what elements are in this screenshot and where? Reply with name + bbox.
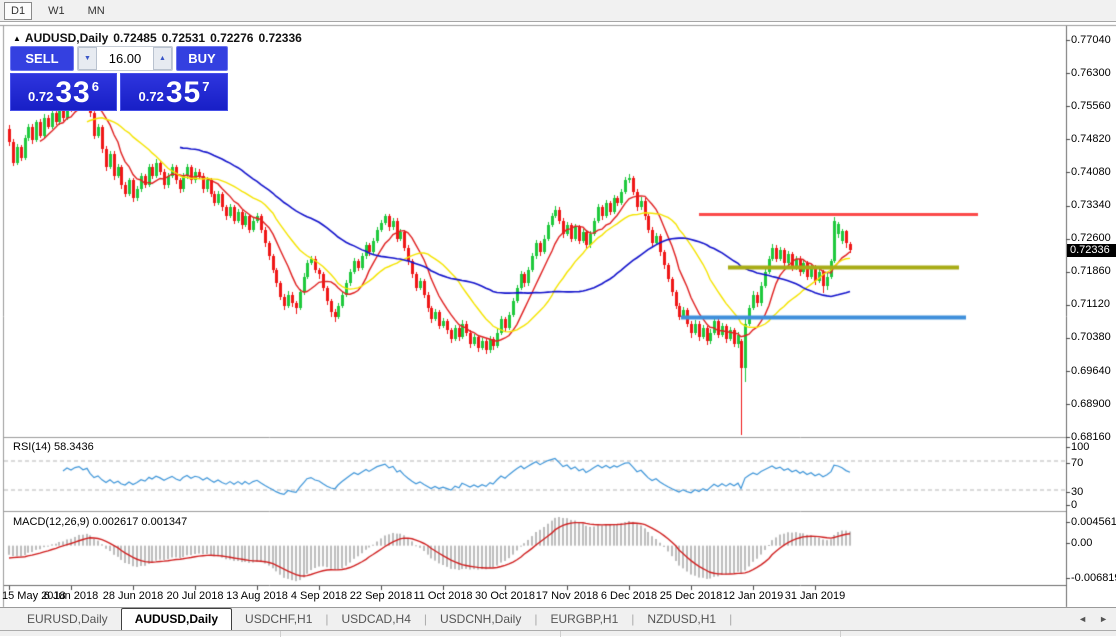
chart-tab-eurusd[interactable]: EURUSD,Daily [27, 612, 108, 626]
chart-tab-usdcnh[interactable]: USDCNH,Daily [440, 612, 522, 626]
volume-input[interactable] [97, 47, 153, 70]
date-axis-label: 25 Dec 2018 [659, 590, 723, 602]
date-axis-label: 22 Sep 2018 [349, 590, 413, 602]
status-divider [560, 631, 561, 637]
date-axis-label: 4 Sep 2018 [290, 590, 348, 602]
tab-scroll-buttons: ◄ ► [1078, 614, 1108, 624]
rsi-axis-label: 70 [1071, 457, 1084, 469]
sell-price-big: 33 [55, 76, 91, 109]
volume-spinner: ▼ ▲ [77, 46, 173, 71]
price-axis-label: 0.74820 [1071, 132, 1111, 145]
buy-price-pipette: 7 [202, 79, 210, 94]
status-strip [0, 630, 1116, 637]
price-axis-label: 0.77040 [1071, 33, 1111, 46]
current-price-badge: 0.72336 [1067, 243, 1116, 257]
buy-button[interactable]: BUY [176, 46, 228, 71]
date-axis-label: 12 Jan 2019 [722, 590, 784, 602]
rsi-axis-label: 100 [1071, 441, 1090, 453]
tab-scroll-right-icon[interactable]: ► [1099, 614, 1108, 624]
sell-price-display[interactable]: 0.72 33 6 [10, 73, 117, 111]
tab-separator: | [534, 612, 538, 626]
buy-price-big: 35 [165, 76, 202, 109]
chart-tab-usdcad[interactable]: USDCAD,H4 [341, 612, 411, 626]
date-axis-label: 15 May 2018 [2, 590, 66, 602]
sell-button[interactable]: SELL [10, 46, 74, 71]
price-axis-label: 0.75560 [1071, 99, 1111, 112]
symbol-label: AUDUSD,Daily [24, 31, 109, 45]
timeframe-toolbar: D1 W1 MN [0, 0, 1116, 22]
date-axis-label: 13 Aug 2018 [226, 590, 288, 602]
sell-price-prefix: 0.72 [28, 89, 54, 104]
date-axis-label: 17 Nov 2018 [535, 590, 599, 602]
tab-separator: | [423, 612, 427, 626]
tab-separator: | [729, 612, 733, 626]
macd-axis-label: 0.00 [1071, 537, 1093, 549]
chart-tab-audusd[interactable]: AUDUSD,Daily [120, 608, 233, 631]
chart-tab-usdchf[interactable]: USDCHF,H1 [245, 612, 313, 626]
buy-price-prefix: 0.72 [138, 89, 164, 104]
tab-scroll-left-icon[interactable]: ◄ [1078, 614, 1088, 624]
sell-price-pipette: 6 [91, 79, 99, 94]
ohlc-low: 0.72276 [210, 31, 254, 45]
tab-separator: | [325, 612, 329, 626]
price-axis-label: 0.68160 [1071, 430, 1111, 443]
status-divider [840, 631, 841, 637]
date-axis-label: 30 Oct 2018 [475, 590, 535, 602]
macd-label: MACD(12,26,9) 0.002617 0.001347 [13, 516, 188, 528]
price-axis-label: 0.70380 [1071, 331, 1111, 344]
date-axis-label: 6 Jun 2018 [43, 590, 99, 602]
buy-price-display[interactable]: 0.72 35 7 [120, 73, 228, 111]
timeframe-button-d1[interactable]: D1 [4, 1, 33, 20]
date-axis-label: 28 Jun 2018 [102, 590, 164, 602]
ohlc-high: 0.72531 [161, 31, 206, 45]
ohlc-open: 0.72485 [113, 31, 157, 45]
ohlc-close: 0.72336 [258, 31, 302, 45]
one-click-trade-panel: SELL ▼ ▲ BUY 0.72 33 6 0.72 35 7 [10, 46, 228, 111]
price-axis-label: 0.71860 [1071, 265, 1111, 278]
date-axis-label: 31 Jan 2019 [784, 590, 846, 602]
chart-tab-bar: EURUSD,Daily AUDUSD,Daily USDCHF,H1 | USDCAD… [0, 607, 1116, 631]
price-axis-label: 0.69640 [1071, 364, 1111, 377]
date-axis-label: 11 Oct 2018 [413, 590, 473, 602]
macd-axis-label: 0.004561 [1071, 516, 1116, 528]
tab-separator: | [631, 612, 635, 626]
price-axis-label: 0.71120 [1071, 298, 1110, 311]
price-axis-label: 0.73340 [1071, 199, 1111, 211]
volume-decrease-button[interactable]: ▼ [78, 47, 97, 70]
price-axis-label: 0.72600 [1071, 232, 1111, 245]
price-axis-label: 0.74080 [1071, 165, 1111, 178]
chart-tab-nzdusd[interactable]: NZDUSD,H1 [647, 612, 717, 626]
status-divider [280, 631, 281, 637]
rsi-axis-label: 30 [1071, 486, 1084, 498]
timeframe-button-mn[interactable]: MN [87, 4, 105, 17]
rsi-label: RSI(14) 58.3436 [13, 441, 94, 453]
rsi-axis-label: 0 [1071, 499, 1078, 511]
price-axis-label: 0.76300 [1071, 66, 1111, 79]
chart-tab-eurgbp[interactable]: EURGBP,H1 [550, 612, 619, 626]
date-axis-label: 6 Dec 2018 [600, 590, 658, 602]
timeframe-button-w1[interactable]: W1 [48, 4, 65, 17]
collapse-arrow-icon[interactable]: ▲ [13, 34, 21, 43]
macd-axis-label: -0.006819 [1071, 572, 1116, 584]
chart-header: ▲ AUDUSD,Daily 0.72485 0.72531 0.72276 0.7233… [13, 31, 307, 45]
date-axis-label: 20 Jul 2018 [166, 590, 224, 602]
price-axis-label: 0.68900 [1071, 397, 1111, 410]
volume-increase-button[interactable]: ▲ [153, 47, 172, 70]
